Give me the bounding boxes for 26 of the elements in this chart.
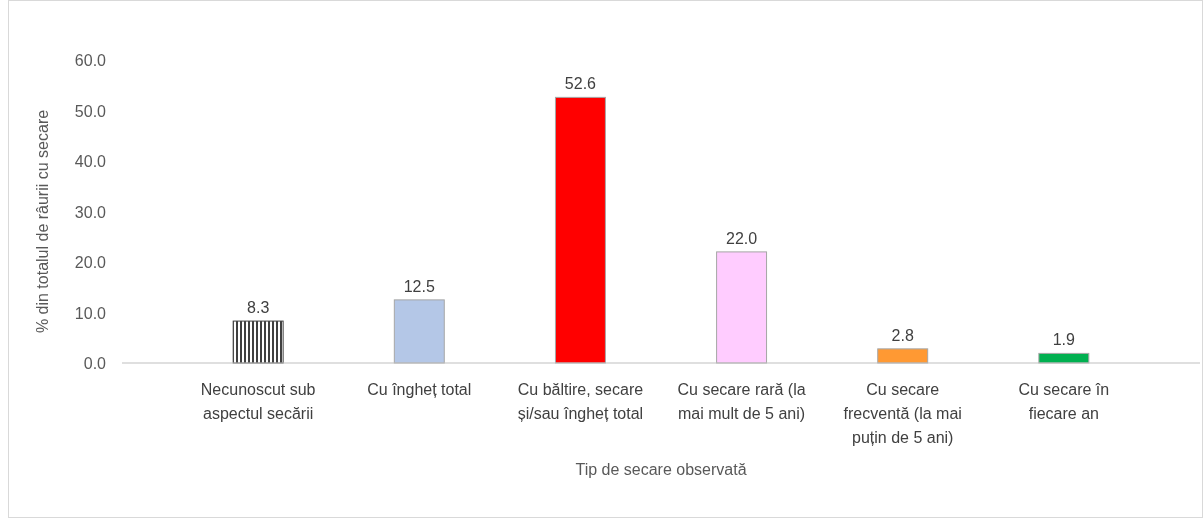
- bar: [554, 96, 606, 364]
- y-tick-label: 0.0: [83, 355, 107, 372]
- data-label: 8.3: [247, 299, 270, 317]
- x-tick-label: Necunoscut sub aspectul secării: [200, 381, 316, 422]
- x-tick-label: Cu îngheț total: [367, 381, 472, 398]
- data-label: 2.8: [891, 326, 914, 344]
- x-tick-label: Cu băltire, secare și/sau îngheț total: [517, 381, 644, 422]
- data-label: 22.0: [726, 229, 758, 247]
- y-tick-label: 10.0: [74, 304, 107, 322]
- x-tick-label: Cu secare rară (la mai mult de 5 ani): [677, 381, 806, 422]
- x-axis-title: Tip de secare observată: [575, 461, 747, 478]
- y-tick-label: 60.0: [74, 52, 107, 69]
- y-tick-label: 30.0: [74, 203, 107, 221]
- bar: [716, 251, 768, 364]
- y-axis-title: % din totalul de râurii cu secare: [34, 109, 51, 334]
- y-tick-label: 50.0: [74, 102, 107, 120]
- y-tick-label: 40.0: [74, 153, 107, 170]
- y-tick-label: 20.0: [74, 254, 107, 271]
- data-label: 1.9: [1052, 331, 1076, 349]
- bar: [877, 348, 929, 364]
- bar: [393, 299, 445, 364]
- data-label: 12.5: [403, 277, 435, 295]
- data-label: 52.6: [564, 75, 597, 93]
- x-tick-label: Cu secare frecventă (la mai puțin de 5 ani): [843, 381, 962, 446]
- bar: [232, 320, 284, 364]
- x-tick-label: Cu secare în fiecare an: [1018, 381, 1110, 422]
